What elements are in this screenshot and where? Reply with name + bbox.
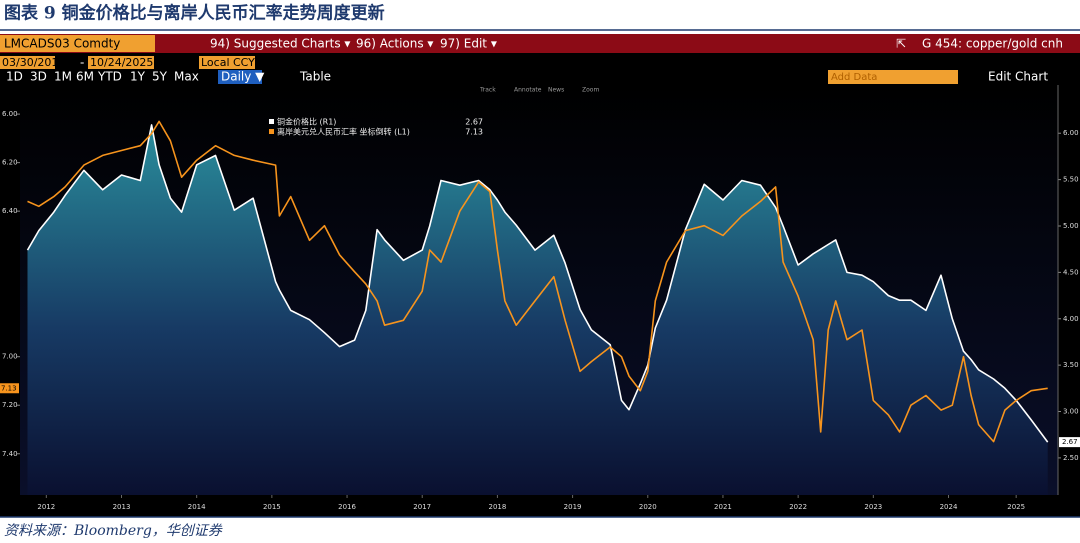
currency[interactable]: Local CCY (201, 56, 255, 69)
chart-tool[interactable]: Zoom (582, 87, 599, 94)
period-button[interactable]: 1D (6, 70, 23, 84)
last-value-badge (0, 383, 19, 394)
area (27, 124, 1048, 496)
period-button[interactable]: 6M (76, 70, 94, 84)
page-title: 图表 9 铜金价格比与离岸人民币汇率走势周度更新 (4, 3, 385, 24)
chart-name: G 454: copper/gold cnh (922, 37, 1063, 51)
x-tick-label: 2024 (940, 503, 958, 511)
y-tick-label: 7.00 (2, 353, 18, 361)
period-button[interactable]: 1M (54, 70, 72, 84)
y2-tick-label: 3.00 (1063, 408, 1079, 416)
menu[interactable]: 97) Edit ▾ (440, 37, 497, 51)
x-tick-label: 2025 (1007, 503, 1025, 511)
legend-value: 7.13 (465, 128, 483, 137)
x-tick-label: 2018 (488, 503, 506, 511)
y2-tick-label: 4.50 (1063, 268, 1079, 276)
y2-tick-label: 6.00 (1063, 129, 1079, 137)
chart-tool[interactable]: News (548, 87, 564, 94)
legend-swatch (269, 119, 274, 124)
end-date[interactable]: 10/24/2025 (90, 56, 153, 69)
y-tick-label: 6.40 (2, 207, 18, 215)
legend-value: 2.67 (465, 118, 483, 127)
x-tick-label: 2013 (113, 503, 131, 511)
period-button[interactable]: YTD (97, 70, 122, 84)
line (26, 124, 1049, 443)
toolbar-row (0, 34, 1080, 53)
legend-label: 离岸美元兑人民币汇率 坐标倒转 (L1) (277, 127, 410, 137)
chart-tool[interactable]: Annotate (514, 87, 542, 94)
security[interactable]: LMCADS03 Comdty (4, 37, 120, 51)
x-tick-label: 2016 (338, 503, 356, 511)
x-tick-label: 2020 (639, 503, 657, 511)
x-tick-label: 2023 (864, 503, 882, 511)
legend-label: 铜金价格比 (R1) (277, 117, 336, 127)
period-button[interactable]: 5Y (152, 70, 168, 84)
y2-tick-label: 2.50 (1063, 454, 1079, 462)
y2-tick-label: 5.00 (1063, 222, 1079, 230)
date-sep: - (80, 56, 84, 70)
chart-icon[interactable]: ⇱ (896, 37, 906, 51)
start-date[interactable]: 03/30/2012 (2, 56, 65, 69)
last-value: 7.13 (1, 384, 17, 392)
y-tick-label: 6.00 (2, 110, 18, 118)
chart-tool[interactable]: Track (479, 87, 496, 94)
x-tick-label: 2022 (789, 503, 807, 511)
x-tick-label: 2012 (37, 503, 55, 511)
x-tick-label: 2021 (714, 503, 732, 511)
frequency-box[interactable] (218, 70, 262, 84)
y-tick-label: 7.20 (2, 401, 18, 409)
y-tick-label: 7.40 (2, 450, 18, 458)
last-value-badge (1059, 437, 1080, 448)
y2-tick-label: 5.50 (1063, 176, 1079, 184)
menu[interactable]: 94) Suggested Charts ▾ (210, 37, 350, 51)
period-button[interactable]: Max (174, 70, 199, 84)
legend-swatch (269, 129, 274, 134)
period-button[interactable]: 1Y (130, 70, 146, 84)
menu[interactable]: 96) Actions ▾ (356, 37, 433, 51)
frequency[interactable]: Daily ▼ (221, 70, 265, 84)
x-tick-label: 2014 (188, 503, 206, 511)
date-box[interactable] (88, 56, 154, 69)
edit-chart[interactable]: Edit Chart (988, 70, 1048, 84)
y-tick-label: 6.20 (2, 159, 18, 167)
period-button[interactable]: 3D (30, 70, 47, 84)
add-data-box[interactable] (828, 70, 958, 84)
x-tick-label: 2017 (413, 503, 431, 511)
security-box[interactable] (0, 35, 155, 52)
add-data[interactable]: Add Data (831, 72, 877, 83)
y2-tick-label: 3.50 (1063, 361, 1079, 369)
source-note: 资料来源：Bloomberg，华创证券 (4, 523, 223, 539)
y2-tick-label: 4.00 (1063, 315, 1079, 323)
last-value: 2.67 (1062, 438, 1078, 446)
x-tick-label: 2015 (263, 503, 281, 511)
currency-box[interactable] (199, 56, 255, 69)
date-box[interactable] (0, 56, 55, 69)
table-button[interactable]: Table (299, 70, 331, 84)
line (27, 120, 1048, 443)
x-tick-label: 2019 (564, 503, 582, 511)
